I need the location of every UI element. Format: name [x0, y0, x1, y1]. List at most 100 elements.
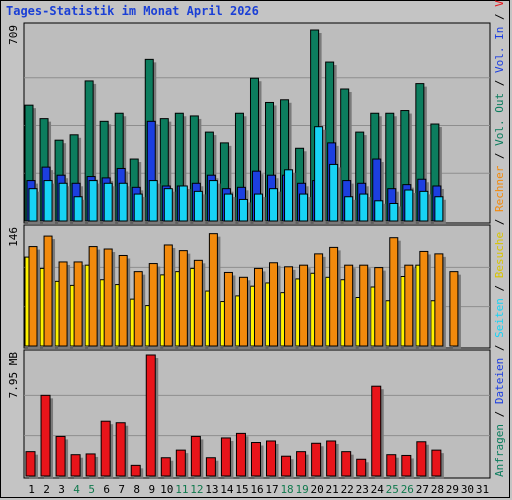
legend-entry: Volumen [493, 0, 506, 7]
bar-volumen-day-19 [296, 451, 307, 477]
bar-rechner-day-1 [28, 246, 38, 347]
bar-volumen-day-5 [85, 453, 96, 477]
legend-entry: Vol. Out [493, 93, 506, 146]
day-label-16: 16 [250, 483, 263, 496]
bar-rechner-day-22 [344, 264, 354, 347]
bar-volumen-day-23 [356, 458, 367, 477]
bar-rechner-day-16 [253, 267, 263, 347]
bar-volumen-day-9 [145, 354, 156, 477]
day-label-17: 17 [265, 483, 278, 496]
day-label-11: 11 [175, 483, 188, 496]
bar-volumen-day-4 [70, 454, 81, 477]
bar-rechner-day-11 [178, 250, 188, 347]
bar-volumen-day-14 [220, 437, 231, 477]
legend-entry: Seiten [493, 298, 506, 338]
day-label-15: 15 [235, 483, 248, 496]
day-label-20: 20 [311, 483, 324, 496]
bar-seiten-day-11 [178, 185, 188, 222]
bar-seiten-day-13 [208, 180, 218, 222]
day-label-12: 12 [190, 483, 203, 496]
bar-volumen-day-3 [55, 435, 66, 477]
legend-entry: Rechner [493, 165, 506, 212]
day-label-6: 6 [103, 483, 110, 496]
bar-seiten-day-2 [43, 180, 53, 222]
bar-volumen-day-25 [386, 454, 397, 477]
bar-rechner-day-20 [314, 253, 324, 347]
day-label-30: 30 [461, 483, 474, 496]
bar-rechner-day-10 [163, 244, 173, 347]
bar-seiten-day-1 [28, 188, 38, 222]
bar-seiten-day-7 [118, 182, 128, 222]
day-label-7: 7 [118, 483, 125, 496]
day-label-1: 1 [28, 483, 35, 496]
bar-seiten-day-5 [88, 180, 98, 222]
top-max-label: 709 [7, 25, 20, 45]
day-label-2: 2 [43, 483, 50, 496]
bar-volumen-day-22 [341, 451, 352, 477]
middle-panel: 146 [7, 224, 491, 349]
bar-seiten-day-9 [148, 180, 158, 222]
bar-seiten-day-17 [269, 188, 279, 222]
bar-rechner-day-8 [133, 271, 143, 347]
bar-rechner-day-19 [299, 264, 309, 347]
bar-seiten-day-8 [133, 193, 143, 222]
bar-seiten-day-15 [238, 198, 248, 222]
bar-volumen-day-10 [160, 457, 171, 477]
bar-seiten-day-22 [344, 196, 354, 222]
legend-separator: / [493, 278, 506, 298]
day-label-23: 23 [356, 483, 369, 496]
legend-entry: Dateien [493, 358, 506, 404]
bar-seiten-day-28 [434, 196, 444, 222]
legend-separator: / [493, 212, 506, 232]
bar-rechner-day-21 [329, 246, 339, 347]
series-rechner [28, 233, 461, 349]
bar-volumen-day-26 [401, 454, 412, 477]
bar-rechner-day-28 [434, 253, 444, 347]
bar-seiten-day-3 [58, 182, 68, 222]
day-label-28: 28 [431, 483, 444, 496]
bottom-panel: 7.95 MB [7, 349, 491, 479]
day-label-14: 14 [220, 483, 234, 496]
legend-separator: / [493, 146, 506, 166]
bar-rechner-day-24 [374, 267, 384, 347]
bar-rechner-day-14 [223, 271, 233, 347]
bar-volumen-day-13 [205, 457, 216, 477]
day-label-4: 4 [73, 483, 80, 496]
bottom-max-label: 7.95 MB [7, 352, 20, 399]
day-label-21: 21 [326, 483, 339, 496]
bar-volumen-day-17 [266, 440, 277, 477]
bar-rechner-day-7 [118, 254, 128, 347]
bar-rechner-day-5 [88, 246, 98, 347]
bar-seiten-day-24 [374, 200, 384, 222]
bar-rechner-day-13 [208, 233, 218, 347]
bar-volumen-day-7 [115, 422, 126, 477]
bar-volumen-day-27 [416, 441, 427, 477]
legend-separator: / [493, 73, 506, 93]
bar-seiten-day-27 [419, 190, 429, 222]
top-panel: 709 [7, 22, 491, 224]
bar-volumen-day-12 [190, 435, 201, 477]
day-label-22: 22 [341, 483, 354, 496]
day-label-3: 3 [58, 483, 65, 496]
bar-rechner-day-15 [238, 276, 248, 347]
bar-rechner-day-25 [389, 237, 399, 347]
bar-rechner-day-12 [193, 259, 203, 347]
middle-max-label: 146 [7, 227, 20, 247]
day-label-24: 24 [371, 483, 385, 496]
bar-rechner-day-9 [148, 263, 158, 347]
day-label-31: 31 [476, 483, 489, 496]
bar-volumen-day-2 [40, 394, 51, 477]
bar-seiten-day-23 [359, 193, 369, 222]
day-label-5: 5 [88, 483, 95, 496]
bar-seiten-day-19 [299, 193, 309, 222]
bar-rechner-day-3 [58, 261, 68, 347]
bar-seiten-day-25 [389, 202, 399, 222]
legend-entry: Besuche [493, 232, 506, 278]
bar-rechner-day-27 [419, 250, 429, 347]
day-label-26: 26 [401, 483, 414, 496]
day-label-29: 29 [446, 483, 459, 496]
series-seiten [28, 126, 446, 224]
bar-seiten-day-6 [103, 182, 113, 222]
legend-entry: Anfragen [493, 424, 506, 477]
